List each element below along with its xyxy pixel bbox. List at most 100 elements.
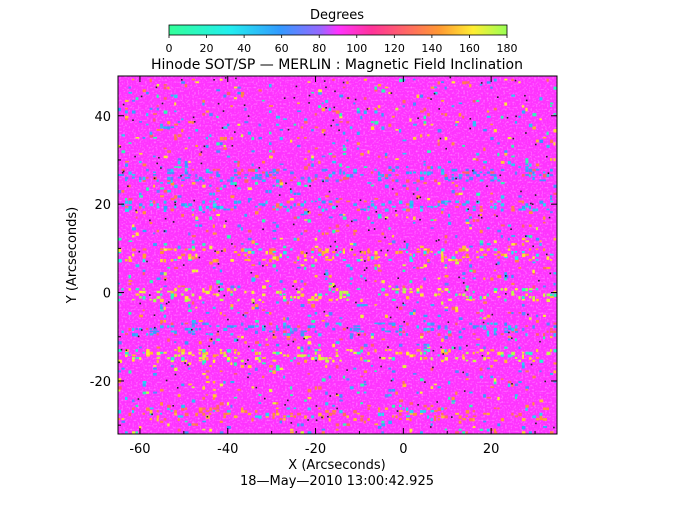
map-pixel [553,184,557,188]
map-pixel [514,171,518,175]
map-pixel [437,182,441,185]
map-pixel [212,224,215,228]
map-pixel [388,123,392,127]
map-pixel [388,388,392,392]
map-pixel [283,251,287,255]
map-pixel [297,266,301,269]
map-pixel [286,333,291,336]
map-pixel [472,171,477,175]
map-pixel [384,152,388,157]
map-pixel [430,171,433,174]
map-pixel [125,160,129,163]
map-pixel [219,351,223,355]
map-pixel [458,293,461,296]
map-pixel [363,333,366,336]
map-pixel [153,155,156,158]
map-pixel [269,330,273,333]
map-pixel [198,359,202,362]
map-pixel [163,86,167,90]
map-pixel [247,168,252,172]
map-pixel [276,365,280,369]
map-pixel [455,306,459,310]
map-dark-pixel [164,279,166,281]
map-pixel [451,81,456,84]
map-pixel [314,126,319,129]
map-pixel [286,325,291,329]
map-dark-pixel [308,102,310,104]
map-pixel [441,259,444,263]
map-pixel [223,415,226,419]
map-pixel [511,274,514,279]
map-pixel [181,357,185,361]
map-pixel [160,288,163,291]
map-pixel [276,259,279,261]
map-pixel [539,418,544,421]
map-pixel [342,216,347,220]
map-pixel [283,333,286,336]
map-pixel [142,381,147,384]
map-pixel [121,174,124,177]
map-pixel [286,208,290,212]
map-pixel [279,205,282,209]
map-pixel [388,394,392,397]
map-pixel [142,412,145,415]
map-pixel [223,147,228,150]
map-pixel [342,147,347,151]
map-dark-pixel [119,146,122,148]
map-pixel [272,171,275,174]
map-pixel [535,314,539,318]
map-pixel [167,290,171,293]
map-pixel [500,224,505,227]
map-pixel [550,158,553,161]
map-pixel [269,259,272,263]
map-pixel [486,293,489,297]
map-dark-pixel [380,365,382,368]
map-pixel [465,410,470,414]
map-dark-pixel [346,369,348,371]
map-pixel [528,205,531,210]
map-pixel [497,256,500,259]
map-pixel [483,174,486,176]
colorbar-tick-label: 120 [384,42,405,55]
map-dark-pixel [244,363,247,365]
colorbar-tick-label: 20 [200,42,214,55]
map-pixel [420,351,423,355]
map-pixel [388,349,392,351]
map-pixel [416,251,421,253]
map-pixel [325,248,329,252]
map-pixel [191,386,195,389]
map-pixel [370,171,374,174]
map-pixel [314,351,317,355]
map-pixel [195,253,198,258]
map-pixel [356,142,360,145]
map-pixel [184,412,189,417]
map-pixel [325,251,329,254]
map-pixel [283,330,287,333]
map-pixel [262,179,266,182]
map-pixel [504,288,508,291]
map-pixel [514,251,518,253]
map-pixel [427,166,431,169]
map-dark-pixel [510,228,512,230]
map-pixel [335,229,340,233]
map-pixel [212,306,216,309]
map-dark-pixel [466,344,468,347]
map-dark-pixel [419,196,422,199]
map-pixel [283,296,286,300]
map-pixel [367,251,371,254]
map-pixel [184,359,188,362]
map-pixel [149,418,153,421]
map-pixel [237,224,241,228]
map-pixel [546,266,551,270]
map-pixel [346,174,350,178]
map-pixel [377,84,382,87]
map-pixel [434,253,437,256]
map-pixel [539,399,544,403]
map-pixel [321,129,326,132]
map-pixel [328,288,331,292]
map-pixel [557,137,561,140]
map-pixel [335,341,340,344]
map-pixel [406,216,409,219]
map-pixel [335,298,339,301]
map-pixel [486,357,491,359]
